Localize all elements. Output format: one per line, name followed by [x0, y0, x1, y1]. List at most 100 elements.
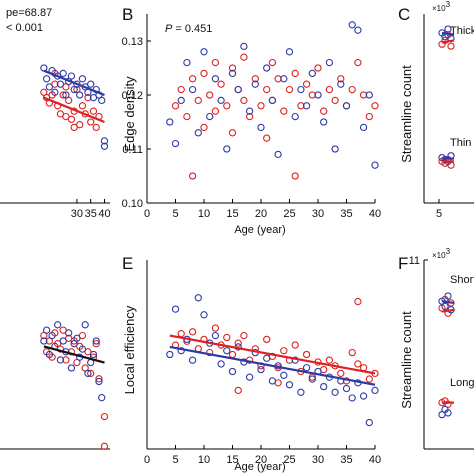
panel-d-point-blue: [59, 337, 67, 345]
panel-f-y-tick-label: 11: [409, 255, 420, 267]
panel-e-point-blue: [280, 371, 288, 379]
panel-c-point-red: [447, 42, 455, 50]
panel-d-point-blue: [84, 369, 92, 378]
panel-b-x-tick-label: 40: [369, 208, 381, 220]
panel-b-point-red: [183, 112, 191, 121]
panel-b-point-blue: [194, 129, 202, 137]
panel-d-point-blue: [65, 329, 73, 337]
panel-d-point-blue: [67, 364, 76, 372]
panel-d-point-red: [87, 369, 95, 378]
panel-e-point-red: [337, 369, 345, 378]
panel-e-point-blue: [171, 305, 180, 313]
panel-b-point-blue: [251, 80, 259, 88]
panel-b-point-blue: [337, 80, 345, 88]
panel-e-point-blue: [166, 350, 174, 359]
panel-a-point-red: [87, 118, 95, 126]
panel-d-fit-line-black: [43, 345, 105, 364]
panel-d-point-blue: [89, 350, 98, 359]
panel-b-point-red: [320, 107, 328, 115]
panel-b-y-tick-label: 0.10: [122, 198, 143, 210]
panel-e-point-blue: [359, 392, 368, 400]
panel-a-point-blue: [40, 64, 48, 72]
panel-b-point-red: [348, 85, 356, 94]
panel-f-fit-line-blue: [441, 300, 455, 305]
panel-b-point-blue: [274, 150, 282, 159]
panel-a-point-blue: [87, 80, 95, 88]
panel-d-point-blue: [53, 321, 62, 329]
panel-b-point-blue: [211, 75, 220, 83]
panel-a-point-blue: [98, 96, 106, 105]
panel-d-point-blue: [81, 321, 89, 329]
panel-a-point-blue: [45, 83, 54, 91]
panel-e-point-red: [354, 297, 362, 306]
panel-a-stat-p: < 0.001: [6, 22, 43, 34]
panel-b-point-blue: [331, 145, 339, 153]
panel-b-point-red: [245, 112, 254, 121]
panel-b-point-blue: [166, 118, 174, 126]
panel-e-point-blue: [308, 375, 316, 383]
panel-b-point-red: [217, 80, 225, 88]
panel-e-x-tick-label: 30: [312, 454, 324, 466]
panel-b-point-red: [302, 80, 311, 88]
panel-b-point-blue: [223, 145, 231, 153]
panel-e-point-blue: [331, 388, 339, 396]
panel-e-point-red: [365, 375, 373, 383]
panel-e-point-blue: [257, 365, 265, 374]
panel-b-point-blue: [171, 139, 180, 148]
panel-a-point-blue: [100, 137, 109, 145]
panel-b-point-red: [325, 85, 334, 94]
panel-b-point-blue: [291, 112, 299, 121]
panel-e-point-red: [325, 356, 334, 364]
panel-b-point-blue: [359, 123, 368, 132]
panel-a-point-blue: [56, 80, 65, 88]
panel-e-point-blue: [211, 331, 220, 340]
panel-e-point-blue: [263, 354, 271, 362]
panel-a-fit-line-blue: [43, 69, 105, 97]
panel-e-point-red: [263, 335, 271, 344]
panel-e-x-tick-label: 10: [198, 454, 210, 466]
panel-d-point-red: [100, 412, 109, 421]
panel-e-fit-line-blue: [169, 345, 376, 386]
panel-b-point-red: [211, 107, 220, 115]
panel-b-point-red: [211, 58, 220, 67]
panel-b-x-tick-label: 25: [283, 208, 295, 220]
panel-b-point-blue: [371, 161, 379, 169]
panel-e-point-blue: [342, 384, 351, 393]
panel-e-point-red: [302, 350, 311, 359]
panel-f-annotation: Long: [450, 377, 474, 389]
panel-b-point-red: [177, 85, 185, 94]
panel-f-point-blue: [444, 292, 452, 300]
panel-e-ylabel: Local efficiency: [122, 305, 137, 394]
panel-b-point-blue: [285, 48, 294, 56]
panel-b-point-blue: [268, 96, 277, 105]
panel-a-fit-line-red: [43, 96, 105, 124]
panel-b-point-red: [285, 85, 294, 94]
panel-d-point-red: [95, 375, 103, 383]
panel-b-point-red: [200, 69, 208, 78]
panel-a-point-red: [92, 123, 100, 132]
panel-b-point-red: [240, 96, 248, 105]
panel-e-x-tick-label: 0: [144, 454, 150, 466]
panel-a-stat-slope: pe=68.87: [6, 7, 52, 19]
panel-b-point-red: [291, 172, 299, 180]
panel-b-point-red: [291, 69, 299, 78]
panel-f-point-blue: [441, 302, 449, 311]
panel-b-point-red: [354, 58, 362, 67]
panel-letter-b: B: [122, 5, 133, 24]
panel-c-ylabel: Streamline count: [399, 65, 414, 163]
panel-b-point-blue: [183, 58, 191, 67]
panel-d-point-red: [62, 356, 70, 364]
panel-e-point-red: [211, 324, 220, 332]
panel-b-point-blue: [228, 69, 237, 78]
panel-e-point-red: [188, 328, 197, 336]
panel-b-x-tick-label: 35: [340, 208, 352, 220]
panel-a-point-blue: [62, 91, 70, 99]
panel-e-point-blue: [302, 364, 311, 372]
panel-e-point-red: [280, 347, 288, 355]
panel-b-point-blue: [280, 75, 288, 83]
panel-f-annotation: Short: [450, 274, 474, 286]
panel-e-point-red: [354, 360, 362, 368]
panel-e-point-red: [223, 333, 231, 342]
panel-b-point-blue: [302, 102, 311, 110]
panel-a-point-red: [62, 112, 70, 121]
